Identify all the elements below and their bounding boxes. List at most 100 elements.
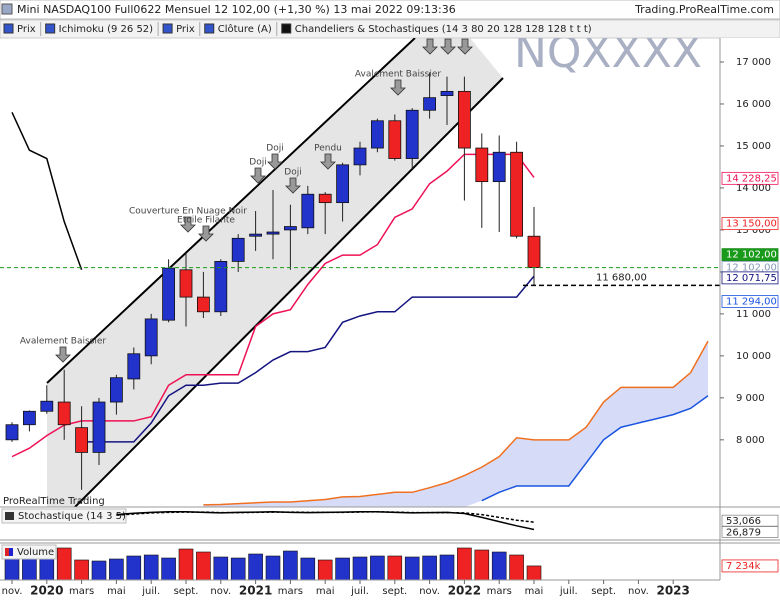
legend-label[interactable]: Clôture (A) [218, 23, 272, 35]
volume-bar [404, 556, 420, 581]
legend-swatch[interactable] [281, 23, 292, 34]
pattern-label: Avalement Baissier [20, 337, 107, 347]
pattern-label: Etoile Filante [177, 216, 235, 226]
y-tick-label: 16 000 [736, 99, 771, 110]
stoch-tag [721, 526, 779, 538]
legend-swatch[interactable] [45, 23, 56, 34]
volume-bar [387, 555, 403, 581]
legend-label[interactable]: Prix [176, 24, 195, 35]
x-tick-label: mars [278, 586, 303, 597]
candle-body [353, 147, 367, 166]
y-tick-label: 13 000 [736, 225, 771, 236]
volume-bar [248, 553, 263, 581]
price-tag [721, 295, 779, 308]
x-tick-label: juil. [350, 586, 369, 597]
volume-bar [300, 557, 316, 581]
candle-body [388, 120, 402, 159]
x-tick-label: nov. [210, 586, 231, 597]
pattern-arrow [320, 153, 336, 170]
volume-bar [439, 554, 455, 581]
volume-bar [474, 549, 490, 581]
y-tick-label: 9 000 [736, 393, 765, 404]
volume-bar [56, 547, 72, 581]
volume-label-box[interactable] [1, 544, 57, 560]
candle-body [336, 164, 350, 204]
legend-swatch[interactable] [162, 23, 173, 34]
channel-line [74, 77, 504, 507]
pattern-arrow [457, 38, 473, 55]
x-tick-label: 2023 [656, 584, 689, 598]
volume-bar [22, 556, 37, 581]
price-tag-label: 12 102,00 [726, 250, 777, 261]
candle-body [318, 193, 332, 204]
volume-bar [161, 557, 176, 581]
header-site: Trading.ProRealTime.com [634, 3, 774, 16]
pattern-label: Avalement Baissier [355, 70, 442, 80]
legend-label[interactable]: Chandeliers & Stochastiques (14 3 80 20 … [295, 24, 592, 35]
price-tag-label: 13 150,00 [726, 219, 777, 230]
x-tick-label: nov. [2, 586, 23, 597]
candle-body [57, 401, 71, 426]
candle-body [266, 231, 280, 235]
stoch-tag [721, 514, 779, 527]
volume-bar [91, 560, 107, 581]
stoch-tag-label: 26,879 [726, 527, 761, 538]
candle-body [5, 424, 19, 441]
right-axis-bg [720, 38, 780, 600]
volume-icon [5, 548, 9, 556]
candle-body [231, 237, 245, 262]
menu-icon[interactable] [1, 3, 13, 15]
candle-body [196, 296, 210, 313]
candle-body [214, 261, 228, 313]
stoch-label-box[interactable] [1, 508, 127, 524]
candle-body [179, 269, 193, 298]
volume-bar [126, 555, 142, 581]
volume-bar [74, 559, 89, 581]
candle-body [475, 147, 489, 183]
x-tick-label: 2020 [30, 584, 63, 598]
indicator-line [81, 275, 535, 443]
legend-bar [0, 19, 780, 39]
candle-body [75, 427, 88, 453]
legend-label[interactable]: Prix [17, 24, 36, 35]
pattern-arrow [250, 167, 266, 184]
legend: Prix Ichimoku (9 26 52) Prix Clôture (A) Cha… [3, 22, 592, 36]
header-bar [0, 0, 780, 20]
x-tick-label: mars [69, 586, 94, 597]
x-tick-label: nov. [419, 586, 440, 597]
volume-bar [196, 551, 211, 581]
x-tick-label: sept. [591, 586, 616, 597]
y-tick-label: 10 000 [736, 351, 771, 362]
stoch-line [116, 511, 535, 531]
channel-line [46, 38, 416, 384]
header-title: Mini NASDAQ100 Full0622 Mensuel 12 102,0… [17, 3, 456, 16]
price-tag [721, 171, 779, 185]
x-tick-label: sept. [174, 586, 199, 597]
candle-body [162, 267, 176, 321]
x-tick-label: nov. [628, 586, 649, 597]
candle-body [405, 109, 419, 159]
pattern-arrow [180, 216, 196, 233]
candle-body [510, 151, 524, 237]
indicator-line [11, 112, 83, 271]
indicator-line [481, 395, 709, 502]
candle-body [492, 151, 506, 183]
volume-bar [526, 565, 542, 581]
volume-bar [317, 559, 333, 581]
pattern-arrow [440, 38, 456, 55]
x-tick-label: sept. [382, 586, 407, 597]
legend-label[interactable]: Ichimoku (9 26 52) [59, 24, 153, 35]
x-tick-label: juil. [141, 586, 160, 597]
y-tick-label: 15 000 [736, 141, 771, 152]
pattern-arrow [422, 38, 438, 55]
volume-bar [335, 557, 350, 581]
pattern-label: Couverture En Nuage Noir [129, 207, 247, 217]
legend-swatch[interactable] [204, 23, 215, 34]
legend-swatch[interactable] [3, 23, 14, 34]
candle-body [457, 90, 471, 149]
price-tag [721, 217, 779, 231]
price-tag-label: 12 102,00 [726, 263, 777, 274]
y-tick-label: 8 000 [736, 435, 765, 446]
volume-tag-label: 7 234k [726, 561, 761, 572]
